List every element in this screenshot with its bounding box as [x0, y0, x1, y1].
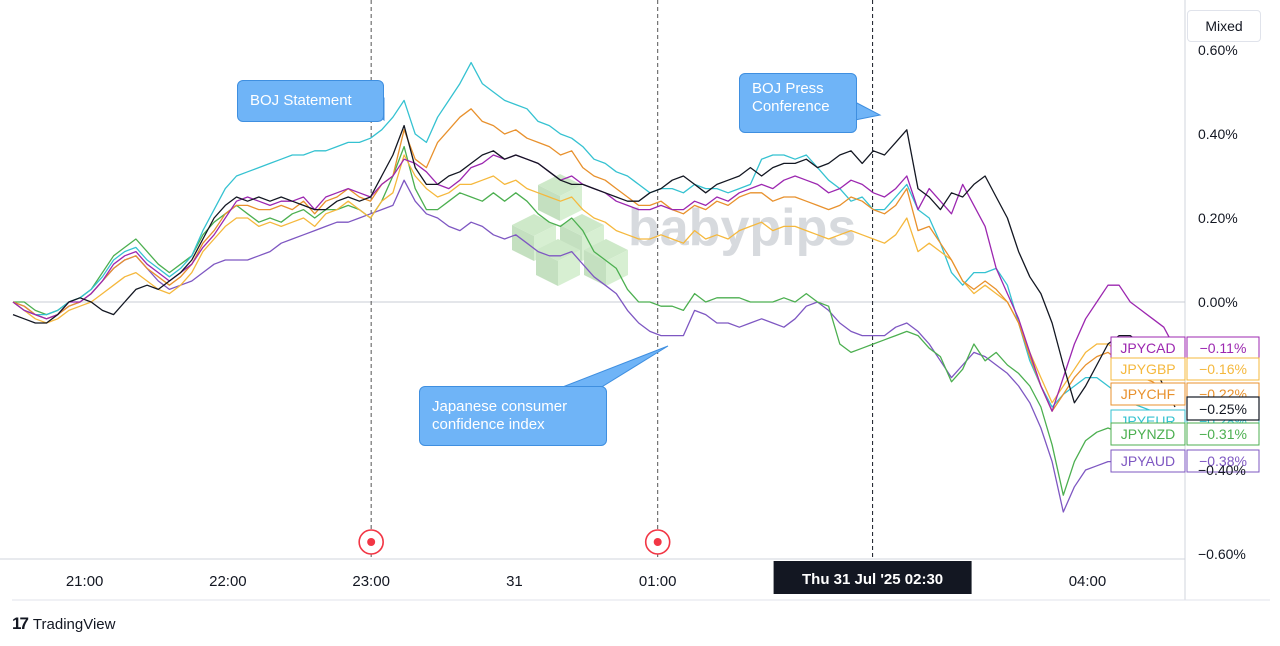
x-tick-label: 01:00: [639, 573, 677, 590]
y-tick-label: 0.40%: [1198, 126, 1238, 142]
y-tick-label: 0.00%: [1198, 294, 1238, 310]
series-name: JPYCAD: [1120, 340, 1175, 356]
series-value-box: [1186, 396, 1260, 421]
brand-name: TradingView: [32, 615, 116, 633]
cube-left: [536, 250, 558, 286]
event-marker-dot: [653, 538, 662, 546]
series-value: −0.31%: [1199, 426, 1247, 442]
series-name: JPYGBP: [1120, 361, 1175, 377]
series-name-box: [1110, 422, 1186, 446]
cube-right: [582, 225, 604, 261]
callout-pointer-boj-press: [854, 101, 882, 121]
callout-text-line-1: BOJ Press: [752, 80, 824, 97]
series-value-box: [1186, 422, 1260, 446]
series-name: JPYNZD: [1121, 426, 1175, 442]
crosshair-time-text: Thu 31 Jul '25 02:30: [802, 571, 943, 588]
series-value: −0.25%: [1199, 401, 1247, 417]
tradingview-logo-icon: 17: [12, 614, 29, 633]
series-label-layer: JPYCAD −0.11%JPYGBP −0.16%JPYCHF −0.22%JPYE…: [1110, 336, 1260, 473]
x-tick-label: 22:00: [209, 573, 247, 590]
series-line-jpyeur: [12, 61, 1176, 421]
callout-text: BOJ Statement: [250, 92, 352, 109]
cube-top: [538, 174, 582, 196]
y-tick-label: −0.40%: [1198, 462, 1246, 478]
series-label-jpynzd: JPYNZD −0.31%: [1110, 422, 1260, 446]
cube-left: [538, 185, 560, 221]
watermark: babypips: [512, 174, 856, 286]
cube-left: [560, 225, 582, 261]
callout-pointer-consumer-confidence: [559, 345, 669, 389]
series-value-box: [1186, 357, 1260, 381]
series-layer: [12, 61, 1176, 513]
crosshair-time-label: Thu 31 Jul '25 02:30: [773, 561, 972, 594]
x-tick-label: 21:00: [66, 573, 104, 590]
y-tick-label: 0.60%: [1198, 42, 1238, 58]
series-label-jpygbp: JPYGBP −0.16%: [1110, 357, 1260, 381]
cube-top: [584, 239, 628, 261]
callout-boj-statement: BOJ Statement: [237, 80, 384, 122]
scale-mode-button[interactable]: Mixed: [1187, 10, 1261, 42]
crosshair-time-box: [773, 561, 972, 594]
x-tick-label: 23:00: [352, 573, 390, 590]
series-label-jpycad: JPYCAD −0.11%: [1110, 336, 1260, 360]
series-label-jpyaud: JPYAUD −0.38%: [1110, 449, 1260, 473]
series-line-jpynzd: [13, 145, 1175, 496]
cube-right: [606, 250, 628, 286]
x-tick-label: 04:00: [1069, 573, 1107, 590]
callout-consumer-confidence: Japanese consumer confidence index: [419, 386, 607, 446]
x-tick-label: 31: [506, 573, 523, 590]
cube-left: [584, 250, 606, 286]
cube-top: [560, 214, 604, 236]
callout-boj-press-conference: BOJ Press Conference: [739, 73, 857, 133]
watermark-text: babypips: [628, 199, 856, 257]
series-value: −0.16%: [1199, 361, 1247, 377]
series-value: −0.11%: [1200, 340, 1247, 356]
cube-right: [558, 250, 580, 286]
tick-labels-layer: 21:00 22:00 23:00 31 01:00 04:00 0.60% 0.40% 0.2…: [66, 42, 1246, 594]
series-label-comparison: −0.25%: [1186, 396, 1260, 421]
series-line-jpygbp: [12, 154, 1175, 404]
tradingview-logo[interactable]: 17 TradingView: [12, 614, 115, 634]
series-line-comparison: [12, 124, 1176, 408]
series-name: JPYCHF: [1121, 386, 1175, 402]
babypips-cube-logo-icon: [512, 174, 628, 286]
callout-text-line-2: confidence index: [432, 416, 545, 433]
callout-text-line-1: Japanese consumer: [432, 398, 568, 415]
series-value-box: [1186, 449, 1260, 473]
cube-right: [560, 185, 582, 221]
axes-layer: [0, 0, 1270, 601]
series-name: JPYAUD: [1121, 453, 1175, 469]
callout-text-line-2: Conference: [752, 98, 830, 115]
event-marker-dot: [367, 538, 376, 546]
series-name-box: [1110, 449, 1186, 473]
cube-left: [512, 225, 534, 261]
series-name-box: [1110, 382, 1186, 406]
series-value: −0.38%: [1199, 453, 1247, 469]
y-tick-label: 0.20%: [1198, 210, 1238, 226]
y-tick-label: −0.60%: [1198, 546, 1246, 562]
series-line-jpychf: [12, 108, 1176, 412]
series-name-box: [1110, 357, 1186, 381]
